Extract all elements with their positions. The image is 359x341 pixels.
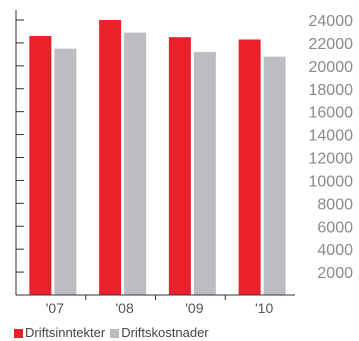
y-tick-label: 14000 bbox=[309, 128, 354, 145]
x-tick-label: '08 bbox=[116, 300, 134, 316]
bar-driftskostnader-0 bbox=[54, 48, 77, 296]
bar-driftskostnader-1 bbox=[124, 32, 147, 296]
legend-label-driftsinntekter: Driftsinntekter bbox=[25, 325, 106, 340]
bars-group bbox=[29, 20, 286, 296]
y-tick-label: 8000 bbox=[317, 196, 353, 213]
y-tick-label: 16000 bbox=[309, 105, 354, 122]
x-tick-label: '10 bbox=[255, 300, 273, 316]
x-tick-label: '09 bbox=[185, 300, 203, 316]
legend-item-driftsinntekter: Driftsinntekter bbox=[14, 326, 105, 340]
bar-driftsinntekter-1 bbox=[99, 20, 122, 295]
legend-item-driftskostnader: Driftskostnader bbox=[110, 325, 209, 340]
y-tick-label: 6000 bbox=[317, 219, 353, 236]
y-tick-label: 20000 bbox=[309, 59, 354, 76]
y-tick-label: 18000 bbox=[309, 82, 354, 99]
legend-swatch-driftskostnader bbox=[110, 328, 120, 338]
y-tick-label: 10000 bbox=[309, 173, 354, 190]
x-labels-group: '07 '08 '09 '10 bbox=[46, 300, 274, 316]
bar-driftsinntekter-2 bbox=[168, 37, 191, 295]
y-ticks-group: 2000 4000 6000 8000 10000 12000 14000 16000 1800… bbox=[309, 13, 354, 282]
y-tick-label: 24000 bbox=[309, 13, 354, 30]
y-tick-label: 4000 bbox=[317, 242, 353, 259]
y-tick-label: 12000 bbox=[309, 151, 354, 168]
y-tick-label: 2000 bbox=[317, 265, 353, 282]
bar-driftsinntekter-0 bbox=[29, 36, 52, 296]
legend: Driftsinntekter Driftskostnader bbox=[14, 326, 214, 340]
bar-driftskostnader-2 bbox=[193, 52, 216, 296]
legend-label-driftskostnader: Driftskostnader bbox=[121, 325, 209, 340]
y-tick-label: 22000 bbox=[309, 36, 354, 53]
bar-driftsinntekter-3 bbox=[238, 39, 261, 295]
axes-group bbox=[15, 10, 295, 300]
x-tick-label: '07 bbox=[46, 300, 64, 316]
bar-driftskostnader-3 bbox=[263, 56, 286, 295]
legend-swatch-driftsinntekter bbox=[14, 328, 23, 338]
